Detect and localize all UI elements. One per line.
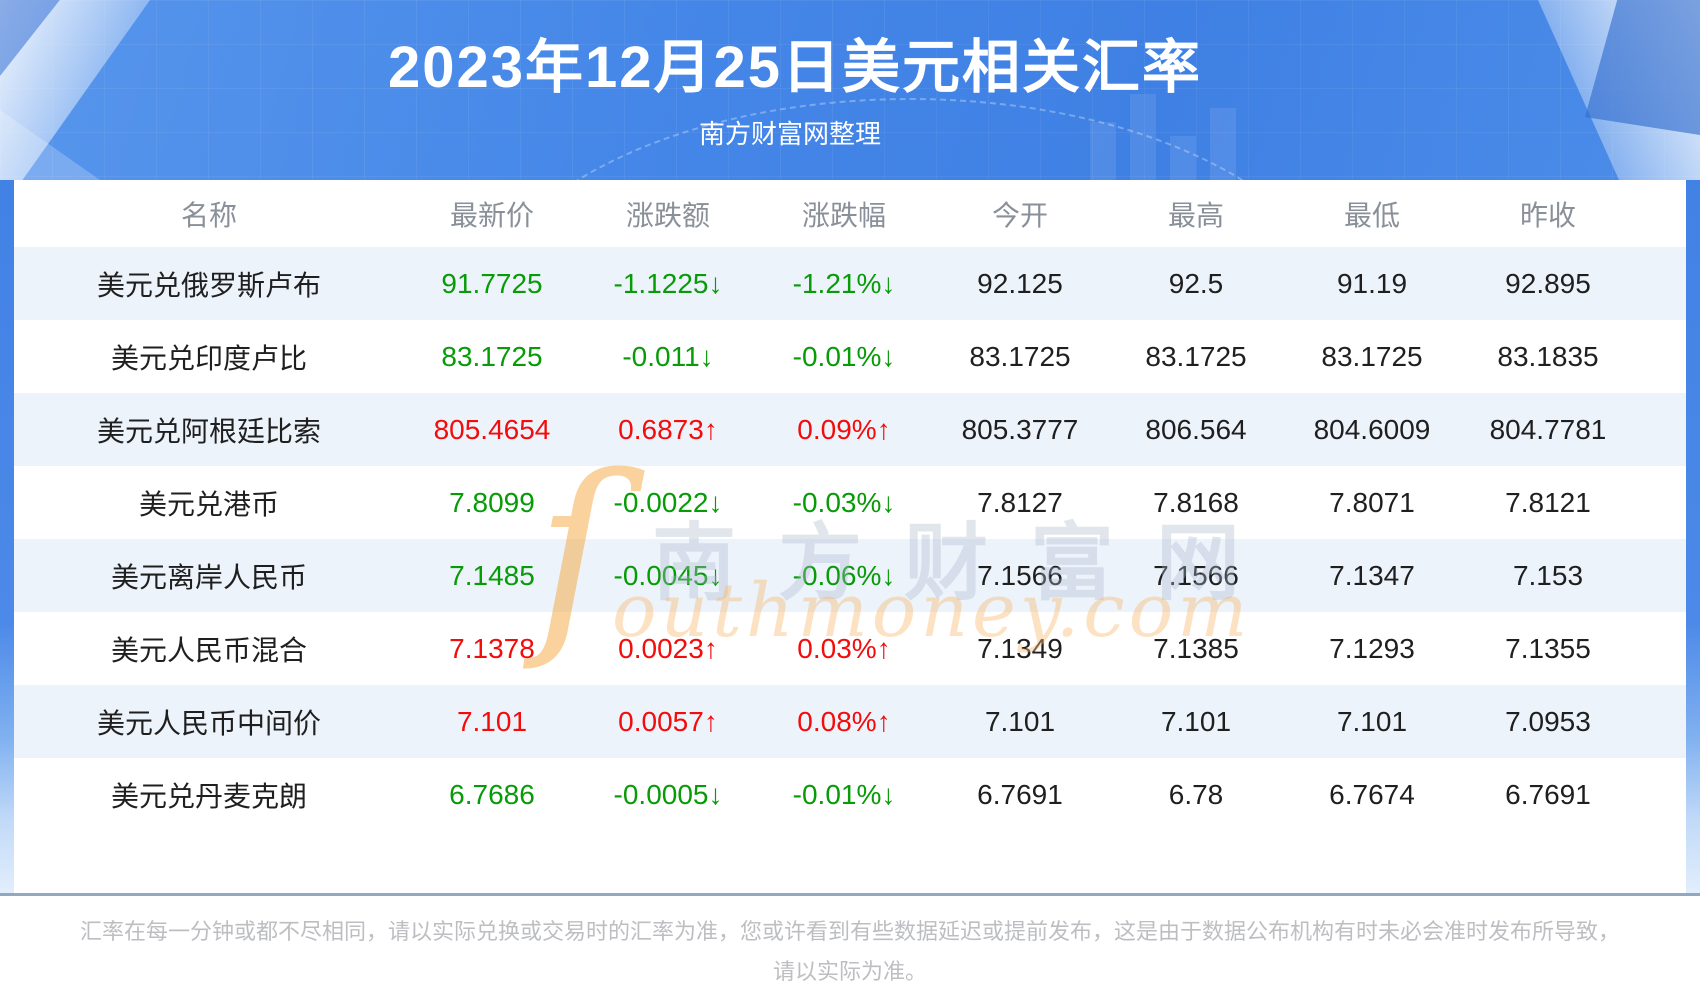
- change-amount: 0.0023↑: [618, 632, 718, 664]
- low-price: 7.8071: [1329, 486, 1415, 518]
- right-edge-strip: [1686, 180, 1700, 893]
- prev-close-price: 7.0953: [1505, 705, 1591, 737]
- footer-note-line2: 请以实际为准。: [772, 959, 927, 984]
- footer-note: 汇率在每一分钟或都不尽相同，请以实际兑换或交易时的汇率为准，您或许看到有些数据延…: [0, 896, 1700, 1000]
- open-price: 7.1566: [977, 559, 1063, 591]
- change-percent: 0.08%↑: [797, 705, 891, 737]
- col-header-name: 名称: [180, 199, 237, 231]
- open-price: 6.7691: [977, 778, 1063, 810]
- prev-close-price: 92.895: [1505, 267, 1591, 299]
- col-header-change: 涨跌额: [625, 199, 710, 231]
- high-price: 83.1725: [1145, 340, 1247, 372]
- low-price: 7.1293: [1329, 632, 1415, 664]
- col-header-latest: 最新价: [449, 199, 534, 231]
- open-price: 805.3777: [961, 413, 1079, 445]
- prev-close-price: 83.1835: [1497, 340, 1599, 372]
- footer-divider-line: [0, 893, 1700, 896]
- currency-pair-name: 美元兑港币: [138, 488, 279, 520]
- latest-price: 7.1378: [449, 632, 535, 664]
- table-row: 美元兑印度卢比 83.1725 -0.011↓ -0.01%↓ 83.1725 …: [14, 320, 1686, 393]
- change-amount: -0.0022↓: [613, 486, 723, 518]
- change-percent: 0.09%↑: [797, 413, 891, 445]
- rates-table-card: 名称 最新价 涨跌额 涨跌幅 今开 最高 最低 昨收 美元兑俄罗斯卢布 91.7…: [14, 180, 1686, 893]
- high-price: 7.101: [1160, 705, 1232, 737]
- low-price: 83.1725: [1321, 340, 1423, 372]
- currency-pair-name: 美元人民币混合: [110, 634, 307, 666]
- high-price: 7.8168: [1153, 486, 1239, 518]
- left-edge-strip: [0, 180, 14, 893]
- latest-price: 7.8099: [449, 486, 535, 518]
- page-title: 2023年12月25日美元相关汇率: [387, 35, 1203, 100]
- open-price: 92.125: [977, 267, 1063, 299]
- currency-pair-name: 美元兑印度卢比: [110, 342, 307, 374]
- open-price: 83.1725: [969, 340, 1071, 372]
- banner-chart-bar: [1090, 122, 1116, 180]
- open-price: 7.1349: [977, 632, 1063, 664]
- latest-price: 6.7686: [449, 778, 535, 810]
- change-percent: -0.03%↓: [792, 486, 896, 518]
- latest-price: 91.7725: [441, 267, 543, 299]
- change-percent: -1.21%↓: [792, 267, 896, 299]
- low-price: 91.19: [1336, 267, 1408, 299]
- open-price: 7.101: [984, 705, 1056, 737]
- high-price: 806.564: [1145, 413, 1247, 445]
- currency-pair-name: 美元离岸人民币: [110, 561, 307, 593]
- header-banner: 2023年12月25日美元相关汇率 南方财富网整理: [0, 0, 1700, 180]
- table-header-row: 名称 最新价 涨跌额 涨跌幅 今开 最高 最低 昨收: [14, 180, 1686, 247]
- change-amount: -0.0005↓: [613, 778, 723, 810]
- change-percent: -0.06%↓: [792, 559, 896, 591]
- latest-price: 805.4654: [433, 413, 551, 445]
- change-amount: 0.0057↑: [618, 705, 718, 737]
- col-header-prev-close: 昨收: [1519, 199, 1576, 231]
- latest-price: 7.1485: [449, 559, 535, 591]
- high-price: 7.1385: [1153, 632, 1239, 664]
- col-header-low: 最低: [1343, 199, 1400, 231]
- prev-close-price: 6.7691: [1505, 778, 1591, 810]
- open-price: 7.8127: [977, 486, 1063, 518]
- banner-chart-bar: [1170, 136, 1196, 180]
- col-header-high: 最高: [1167, 199, 1224, 231]
- prev-close-price: 7.1355: [1505, 632, 1591, 664]
- banner-chart-bar: [1210, 108, 1236, 180]
- table-row: 美元人民币中间价 7.101 0.0057↑ 0.08%↑ 7.101 7.10…: [14, 685, 1686, 758]
- table-row: 美元兑阿根廷比索 805.4654 0.6873↑ 0.09%↑ 805.377…: [14, 393, 1686, 466]
- table-row: 美元兑港币 7.8099 -0.0022↓ -0.03%↓ 7.8127 7.8…: [14, 466, 1686, 539]
- table-row: 美元离岸人民币 7.1485 -0.0045↓ -0.06%↓ 7.1566 7…: [14, 539, 1686, 612]
- latest-price: 7.101: [456, 705, 528, 737]
- low-price: 804.6009: [1313, 413, 1431, 445]
- footer-note-line1: 汇率在每一分钟或都不尽相同，请以实际兑换或交易时的汇率为准，您或许看到有些数据延…: [79, 919, 1620, 944]
- prev-close-price: 804.7781: [1489, 413, 1607, 445]
- table-row: 美元兑俄罗斯卢布 91.7725 -1.1225↓ -1.21%↓ 92.125…: [14, 247, 1686, 320]
- change-amount: -0.011↓: [622, 340, 714, 372]
- prev-close-price: 7.8121: [1505, 486, 1591, 518]
- change-amount: -0.0045↓: [613, 559, 723, 591]
- currency-pair-name: 美元兑阿根廷比索: [96, 415, 321, 447]
- low-price: 6.7674: [1329, 778, 1415, 810]
- banner-chart-bar: [1130, 94, 1156, 180]
- currency-pair-name: 美元人民币中间价: [96, 707, 321, 739]
- col-header-open: 今开: [991, 199, 1048, 231]
- table-body: 美元兑俄罗斯卢布 91.7725 -1.1225↓ -1.21%↓ 92.125…: [14, 247, 1686, 831]
- prev-close-price: 7.153: [1512, 559, 1584, 591]
- table-row: 美元人民币混合 7.1378 0.0023↑ 0.03%↑ 7.1349 7.1…: [14, 612, 1686, 685]
- page-subtitle: 南方财富网整理: [698, 119, 881, 149]
- change-percent: -0.01%↓: [792, 778, 896, 810]
- latest-price: 83.1725: [441, 340, 543, 372]
- high-price: 7.1566: [1153, 559, 1239, 591]
- col-header-change-pct: 涨跌幅: [801, 199, 886, 231]
- change-percent: 0.03%↑: [797, 632, 891, 664]
- currency-pair-name: 美元兑丹麦克朗: [110, 780, 307, 812]
- change-percent: -0.01%↓: [792, 340, 896, 372]
- table-row: 美元兑丹麦克朗 6.7686 -0.0005↓ -0.01%↓ 6.7691 6…: [14, 758, 1686, 831]
- high-price: 92.5: [1168, 267, 1224, 299]
- high-price: 6.78: [1168, 778, 1224, 810]
- currency-pair-name: 美元兑俄罗斯卢布: [96, 269, 321, 301]
- low-price: 7.101: [1336, 705, 1408, 737]
- low-price: 7.1347: [1329, 559, 1415, 591]
- change-amount: -1.1225↓: [613, 267, 723, 299]
- change-amount: 0.6873↑: [618, 413, 718, 445]
